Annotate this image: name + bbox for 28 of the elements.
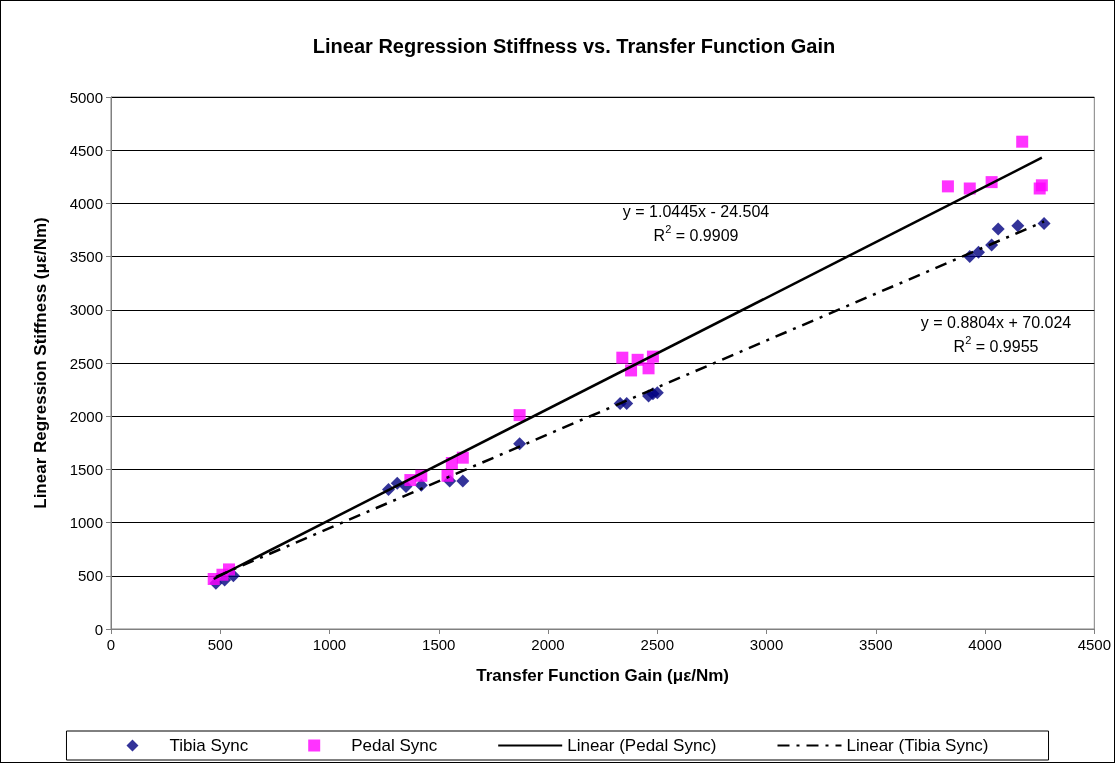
y-tick-label: 3500 xyxy=(69,248,103,266)
y-tick-label: 3000 xyxy=(69,301,103,319)
legend-label: Linear (Tibia Sync) xyxy=(846,736,989,755)
x-tick-label: 0 xyxy=(106,636,116,653)
x-tick-label: 1500 xyxy=(422,636,456,653)
y-tick-label: 4000 xyxy=(69,194,103,212)
legend-label: Pedal Sync xyxy=(351,736,438,755)
y-tick-label: 5000 xyxy=(69,88,103,106)
x-tick-label: 2000 xyxy=(531,636,565,653)
x-tick-label: 500 xyxy=(207,636,233,653)
chart-title: Linear Regression Stiffness vs. Transfer Function Gain xyxy=(312,35,836,57)
y-tick-label: 2000 xyxy=(69,407,103,425)
y-axis-title: Linear Regression Stiffness (με/Nm) xyxy=(31,217,50,509)
y-tick-label: 500 xyxy=(77,567,103,585)
x-axis-title: Transfer Function Gain (με/Nm) xyxy=(476,666,730,685)
x-tick-label: 2500 xyxy=(640,636,674,653)
x-tick-label: 1000 xyxy=(312,636,347,653)
y-tick-label: 1500 xyxy=(69,460,103,478)
y-tick-label: 2500 xyxy=(69,354,103,372)
x-tick-label: 3000 xyxy=(749,636,784,653)
legend-label: Tibia Sync xyxy=(169,736,249,755)
y-tick-label: 4500 xyxy=(69,141,103,159)
y-tick-label: 1000 xyxy=(69,514,103,532)
x-tick-label: 3500 xyxy=(859,636,893,653)
x-tick-label: 4500 xyxy=(1077,636,1111,653)
x-tick-label: 4000 xyxy=(968,636,1002,653)
y-tick-label: 0 xyxy=(94,620,103,638)
legend-label: Linear (Pedal Sync) xyxy=(567,736,717,755)
